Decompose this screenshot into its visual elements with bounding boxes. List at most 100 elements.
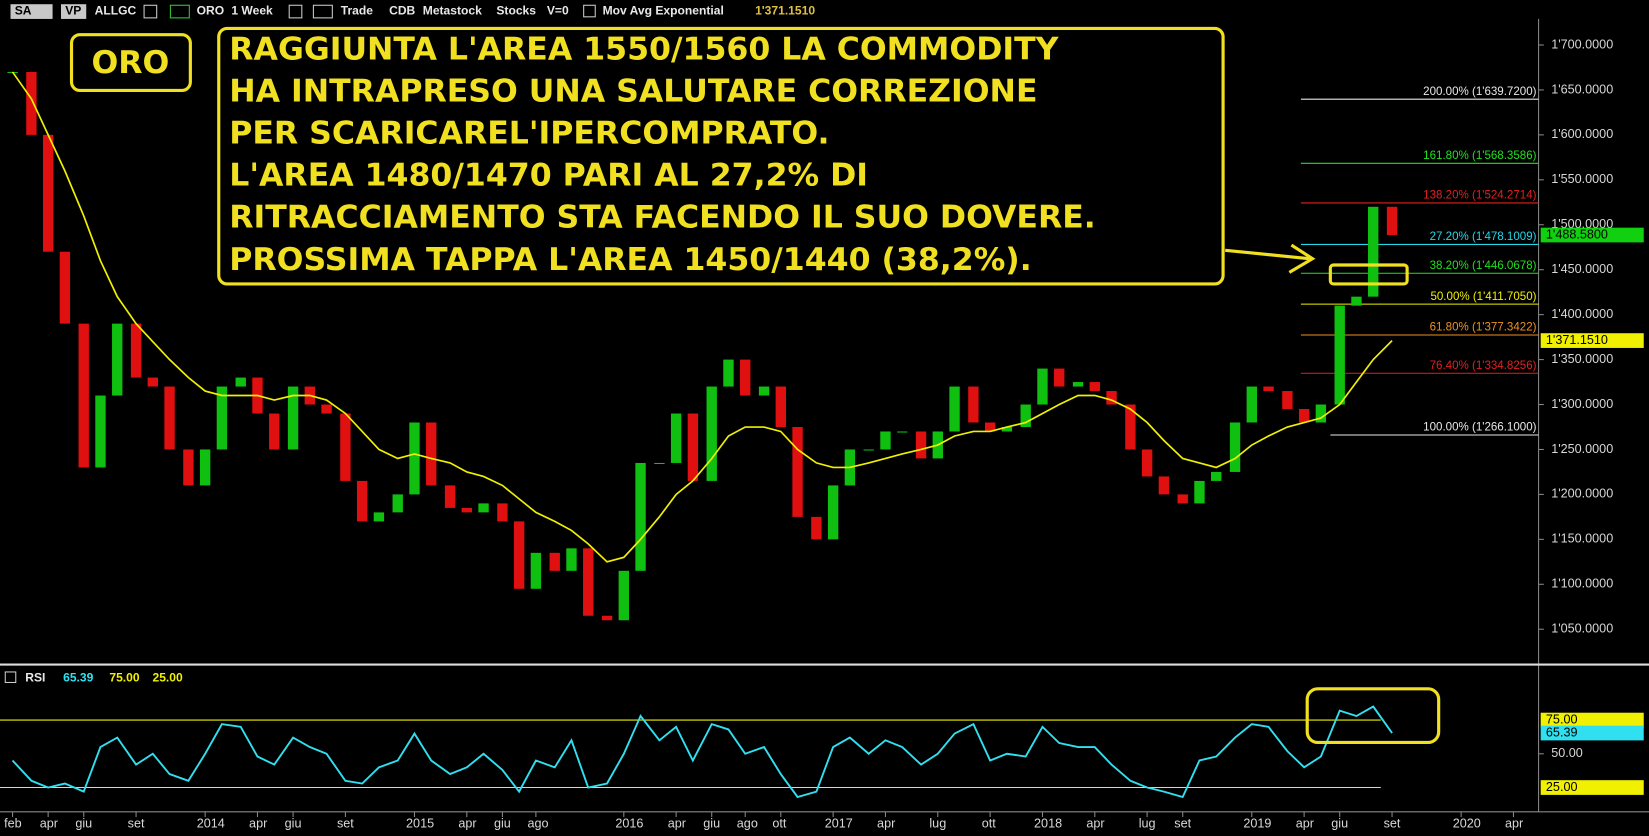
candle <box>183 449 194 486</box>
chart-title: ORO <box>91 45 169 81</box>
candle <box>373 512 385 522</box>
x-tick-label: lug <box>1139 817 1156 831</box>
candle <box>1298 409 1310 423</box>
candle <box>1037 368 1048 405</box>
arrow <box>1225 243 1316 274</box>
annotation-line: PROSSIMA TAPPA L'AREA 1450/1440 (38,2%). <box>229 242 1031 278</box>
x-tick-label: set <box>1384 817 1401 831</box>
annotation-line: HA INTRAPRESO UNA SALUTARE CORREZIONE <box>229 74 1037 110</box>
candle <box>461 507 472 513</box>
y-tick-label: 1'500.0000 <box>1551 217 1613 231</box>
candle <box>1089 382 1100 392</box>
rsi-title: RSI <box>25 670 45 684</box>
candle <box>1334 305 1345 405</box>
candle <box>775 386 786 427</box>
candle <box>287 386 299 450</box>
candle <box>478 503 489 513</box>
price-panel: 1'050.0000 1'100.0000 1'150.0000 1'200.0000… <box>7 37 1644 636</box>
x-tick-label: 2017 <box>825 817 853 831</box>
candle <box>1263 386 1274 392</box>
moving-average <box>11 71 1393 563</box>
candle <box>409 422 420 495</box>
y-tick-label: 1'050.0000 <box>1551 622 1613 636</box>
close-button[interactable] <box>583 4 596 18</box>
r-button[interactable] <box>312 4 333 19</box>
candle <box>897 431 908 433</box>
price-tag-label: 65.39 <box>1546 725 1578 739</box>
candle <box>147 377 158 387</box>
candle <box>949 386 960 432</box>
candle <box>740 359 751 396</box>
button[interactable] <box>10 4 53 19</box>
price-tag <box>1540 227 1644 243</box>
rsi-level: 25.00 <box>152 670 183 684</box>
candle <box>130 323 142 378</box>
candle <box>497 503 508 522</box>
fib-label: 138.20% (1'524.2714) <box>1423 190 1536 202</box>
candle <box>583 548 594 616</box>
candle <box>1141 449 1153 477</box>
fib-label: 50.00% (1'411.7050) <box>1430 291 1536 303</box>
x-tick-label: set <box>337 817 354 831</box>
dropdown[interactable] <box>288 4 303 19</box>
dropdown[interactable] <box>143 4 158 19</box>
candle <box>1020 404 1031 427</box>
indicator-button[interactable] <box>169 4 190 19</box>
x-tick-label: 2019 <box>1243 817 1271 831</box>
period[interactable]: 1 Week <box>231 4 273 18</box>
candle <box>687 413 699 481</box>
candle <box>654 462 665 465</box>
candle <box>1194 480 1205 504</box>
candle <box>269 413 280 450</box>
y-tick-label: 1'700.0000 <box>1551 37 1613 51</box>
x-tick-label: giu <box>1331 817 1348 831</box>
button[interactable] <box>60 4 87 19</box>
candle <box>42 134 54 252</box>
label-box <box>69 33 192 93</box>
candle <box>1282 391 1293 410</box>
annotations: ORO RAGGIUNTA L'AREA 1550/1560 LA COMMOD… <box>69 26 1441 744</box>
y-tick-label: 1'100.0000 <box>1551 577 1613 591</box>
candle <box>356 480 368 522</box>
x-tick-label: giu <box>703 817 720 831</box>
candle <box>112 323 123 396</box>
price-tag <box>1540 780 1644 795</box>
rsi-panel: RSI 65.39 75.00 25.00 75.00 25.00 50.00 65.… <box>0 670 1644 799</box>
candle <box>1158 476 1170 495</box>
volume: V=0 <box>547 4 569 18</box>
candle <box>863 449 874 451</box>
x-tick-label: lug <box>929 817 946 831</box>
candle <box>880 431 891 450</box>
candle <box>392 494 403 513</box>
candle <box>1001 426 1013 432</box>
candle <box>95 395 106 468</box>
comment-box <box>217 26 1225 286</box>
x-tick-label: feb <box>4 817 22 831</box>
price-tag-label: 1'488.5800 <box>1546 227 1608 241</box>
x-tick-label: set <box>1174 817 1191 831</box>
button-label[interactable]: VP <box>65 4 81 18</box>
candle <box>827 485 839 540</box>
candle <box>513 521 525 589</box>
x-tick-label: apr <box>1086 817 1104 831</box>
y-tick-label: 1'650.0000 <box>1551 82 1613 96</box>
price-tag <box>1540 712 1644 728</box>
button-label[interactable]: SA <box>15 4 32 18</box>
annotation-line: PER SCARICAREL'IPERCOMPRATO. <box>229 116 829 152</box>
price-tag <box>1540 333 1644 348</box>
x-tick-label: apr <box>249 817 267 831</box>
annotation-line: L'AREA 1480/1470 PARI AL 27,2% DI <box>229 158 868 194</box>
symbol[interactable]: ALLGC <box>95 4 137 18</box>
candle <box>59 251 71 324</box>
candle <box>792 426 803 517</box>
rsi-level: 75.00 <box>109 670 140 684</box>
x-tick-label: ago <box>737 817 758 831</box>
price-tag-label: 25.00 <box>1546 780 1578 794</box>
close-button[interactable] <box>4 671 17 683</box>
candle <box>984 422 996 432</box>
candle <box>1351 296 1362 306</box>
candle <box>1315 404 1327 423</box>
candle <box>216 386 228 450</box>
candle <box>1368 206 1379 297</box>
candle <box>26 71 37 135</box>
